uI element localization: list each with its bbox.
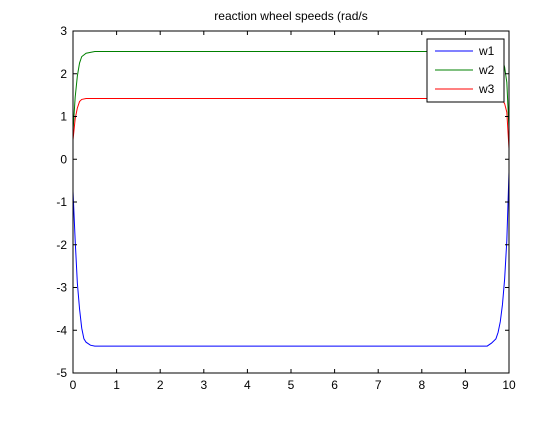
y-tick-label: 1 — [60, 110, 67, 124]
y-tick-label: -4 — [56, 323, 67, 337]
chart-title: reaction wheel speeds (rad/s — [214, 9, 367, 23]
x-tick-label: 2 — [157, 378, 164, 392]
y-tick-label: -3 — [56, 281, 67, 295]
y-axis: -5 -4 -3 -2 -1 0 1 2 3 — [56, 24, 509, 380]
series-line-w1 — [72, 172, 510, 347]
x-tick-label: 3 — [200, 378, 207, 392]
y-tick-label: 0 — [60, 152, 67, 166]
x-tick-label: 9 — [462, 378, 469, 392]
x-tick-label: 4 — [244, 378, 251, 392]
legend[interactable]: w1 w2 w3 — [426, 38, 505, 103]
x-tick-label: 0 — [70, 378, 77, 392]
y-tick-label: 2 — [60, 67, 67, 81]
y-tick-label: -5 — [56, 366, 67, 380]
y-tick-label: -1 — [56, 195, 67, 209]
x-tick-label: 5 — [288, 378, 295, 392]
x-tick-label: 10 — [502, 378, 516, 392]
legend-label-w3: w3 — [478, 82, 495, 96]
legend-label-w1: w1 — [478, 44, 495, 58]
x-axis: 0 1 2 3 4 5 6 7 8 9 10 — [70, 31, 516, 392]
y-tick-label: -2 — [56, 238, 67, 252]
x-tick-label: 1 — [113, 378, 120, 392]
y-tick-label: 3 — [60, 24, 67, 38]
legend-label-w2: w2 — [478, 63, 495, 77]
x-tick-label: 6 — [331, 378, 338, 392]
x-tick-label: 7 — [375, 378, 382, 392]
x-tick-label: 8 — [418, 378, 425, 392]
